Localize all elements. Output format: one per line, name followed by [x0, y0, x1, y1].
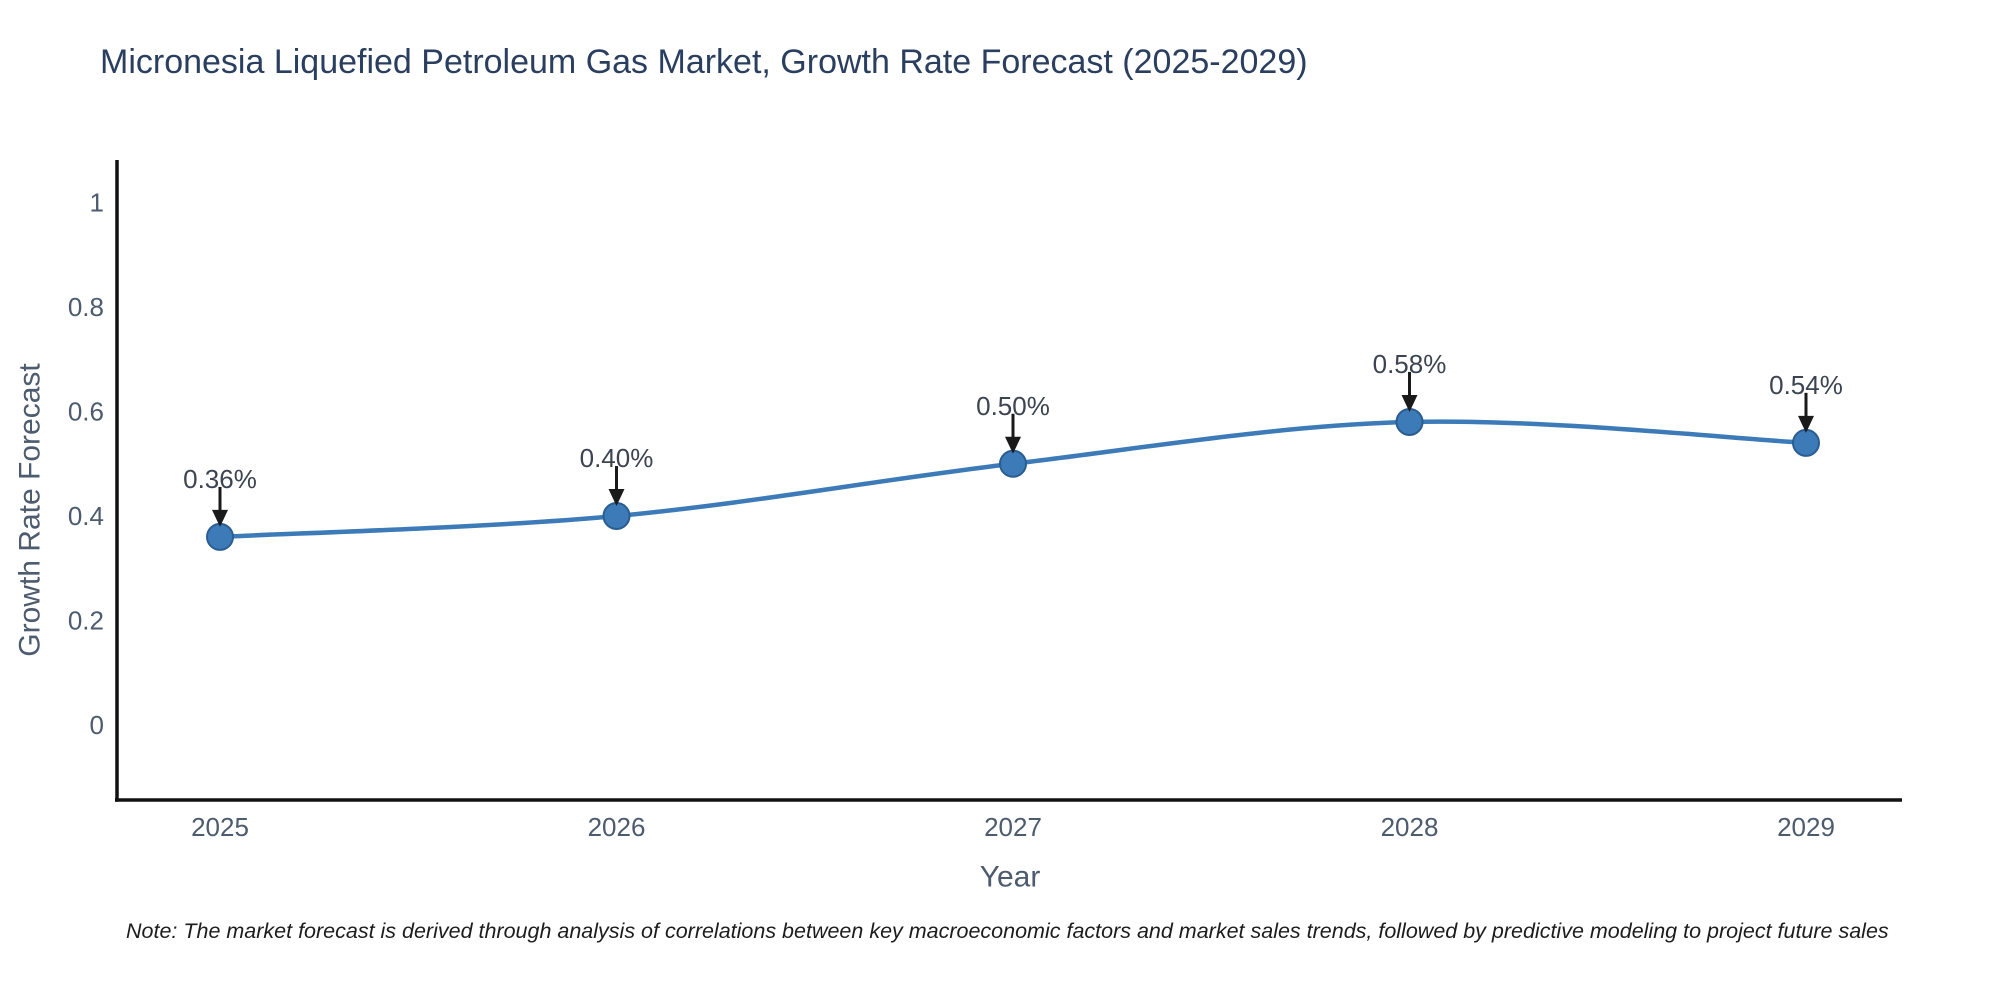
x-tick-label-2028: 2028 [1381, 812, 1439, 842]
y-tick-label-0.6: 0.6 [68, 397, 104, 427]
annotation-label-2027: 0.50% [976, 391, 1050, 421]
data-point-2028[interactable] [1395, 407, 1424, 436]
annotation-label-2028: 0.58% [1373, 349, 1447, 379]
data-point-2027[interactable] [999, 449, 1027, 478]
chart-title: Micronesia Liquefied Petroleum Gas Marke… [100, 43, 1308, 81]
x-tick-label-2027: 2027 [984, 812, 1042, 842]
annotation-arrowhead-2026 [608, 489, 625, 506]
y-tick-label-0.8: 0.8 [68, 292, 104, 322]
annotation-arrowhead-2025 [212, 509, 228, 527]
x-tick-label-2029: 2029 [1777, 812, 1835, 842]
annotation-label-2026: 0.40% [580, 443, 654, 473]
y-tick-label-0.2: 0.2 [68, 606, 104, 636]
annotation-arrowhead-2027 [1005, 436, 1021, 454]
annotation-label-2025: 0.36% [183, 464, 257, 494]
y-tick-label-0: 0 [90, 710, 104, 740]
x-axis-title: Year [980, 861, 1041, 894]
annotation-arrowhead-2029 [1798, 415, 1814, 433]
data-point-2026[interactable] [602, 502, 631, 530]
annotation-arrowhead-2028 [1401, 394, 1418, 412]
data-point-2025[interactable] [206, 522, 234, 551]
y-tick-label-0.4: 0.4 [68, 501, 104, 531]
footnote: Note: The market forecast is derived thr… [126, 919, 1889, 943]
annotation-label-2029: 0.54% [1769, 370, 1843, 400]
y-tick-label-1: 1 [90, 188, 104, 218]
data-point-2029[interactable] [1792, 428, 1820, 457]
x-tick-label-2025: 2025 [191, 812, 249, 842]
x-tick-label-2026: 2026 [588, 812, 646, 842]
y-axis-title: Growth Rate Forecast [14, 363, 47, 657]
